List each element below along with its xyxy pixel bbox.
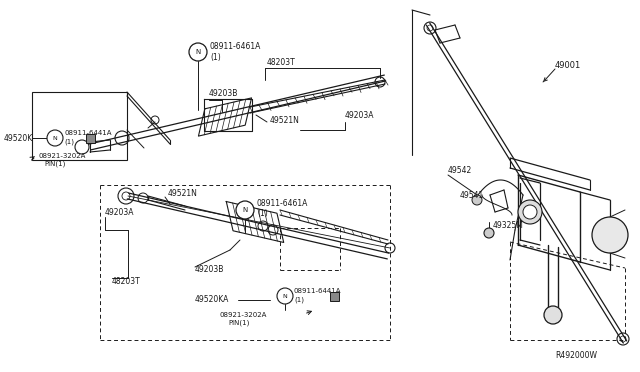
Bar — [32, 92, 127, 160]
Text: 08911-6461A: 08911-6461A — [210, 42, 261, 51]
Circle shape — [523, 205, 537, 219]
Text: 49541: 49541 — [460, 190, 484, 199]
Text: 49203A: 49203A — [345, 110, 374, 119]
Text: 49521N: 49521N — [168, 189, 198, 198]
Text: (1): (1) — [257, 208, 268, 218]
Text: 49520K: 49520K — [4, 134, 33, 142]
Text: PIN(1): PIN(1) — [228, 320, 250, 326]
Circle shape — [472, 195, 482, 205]
Text: 49203B: 49203B — [209, 89, 238, 97]
Text: 08921-3202A: 08921-3202A — [38, 153, 85, 159]
Text: 48203T: 48203T — [267, 58, 296, 67]
Text: 49203B: 49203B — [195, 266, 225, 275]
Circle shape — [592, 217, 628, 253]
Text: N: N — [195, 49, 200, 55]
Circle shape — [277, 288, 293, 304]
Text: 48203T: 48203T — [112, 278, 141, 286]
Text: N: N — [243, 207, 248, 213]
Text: 49520KA: 49520KA — [195, 295, 229, 305]
Text: 49325M: 49325M — [493, 221, 524, 230]
Text: 49542: 49542 — [448, 166, 472, 174]
Text: 49001: 49001 — [555, 61, 581, 70]
Circle shape — [236, 201, 254, 219]
Text: 49521N: 49521N — [270, 115, 300, 125]
Text: 49203A: 49203A — [105, 208, 134, 217]
Circle shape — [518, 200, 542, 224]
Text: R492000W: R492000W — [555, 350, 597, 359]
Text: (1): (1) — [210, 52, 221, 61]
Circle shape — [47, 130, 63, 146]
Circle shape — [544, 306, 562, 324]
Text: (1): (1) — [294, 297, 304, 303]
Bar — [86, 134, 95, 143]
Text: (1): (1) — [64, 139, 74, 145]
Circle shape — [189, 43, 207, 61]
Text: 08921-3202A: 08921-3202A — [220, 312, 268, 318]
Text: N: N — [52, 135, 58, 141]
Text: 08911-6441A: 08911-6441A — [64, 130, 111, 136]
Text: 08911-6441A: 08911-6441A — [294, 288, 342, 294]
Bar — [330, 292, 339, 301]
Text: N: N — [283, 294, 287, 298]
Text: PIN(1): PIN(1) — [44, 161, 65, 167]
Text: 08911-6461A: 08911-6461A — [257, 199, 308, 208]
Circle shape — [484, 228, 494, 238]
